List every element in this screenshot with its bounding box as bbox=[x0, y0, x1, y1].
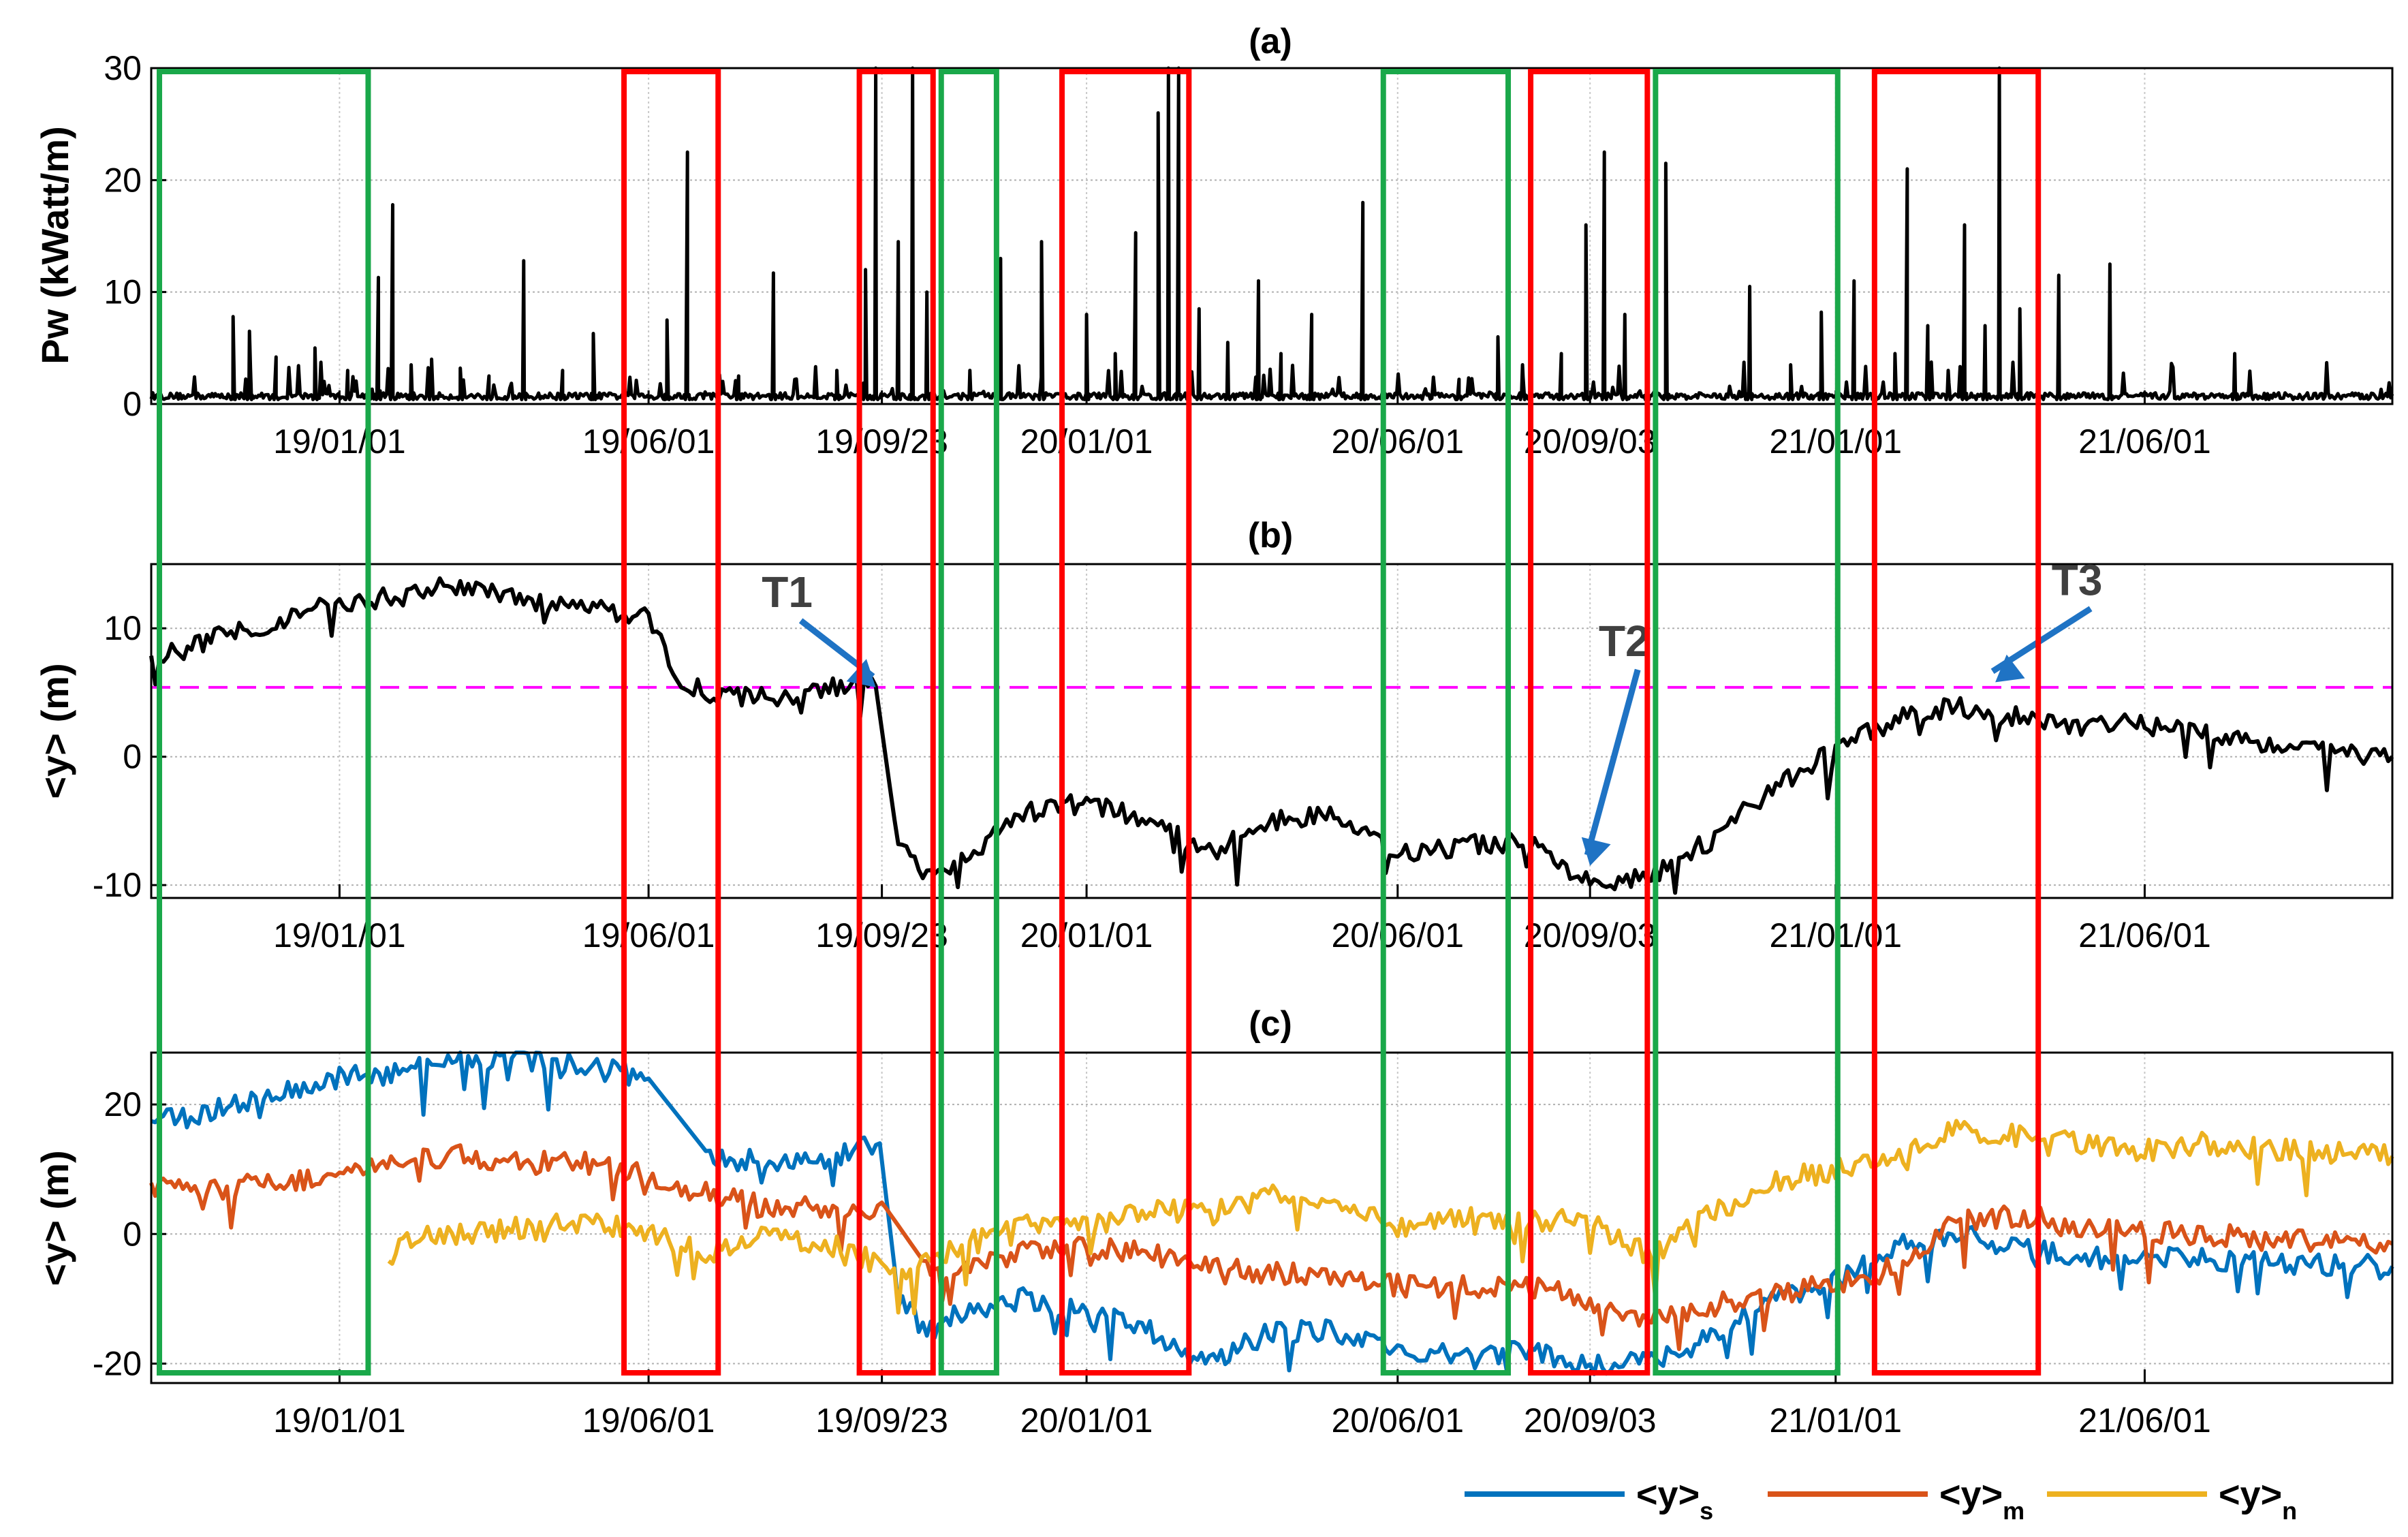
panel-a-title: (a) bbox=[1249, 22, 1292, 61]
xtick-label: 19/06/01 bbox=[582, 916, 715, 954]
xtick-label: 19/06/01 bbox=[582, 1401, 715, 1440]
ytick-label: 10 bbox=[104, 609, 142, 647]
panel-c-series bbox=[149, 1051, 2394, 1376]
highlight-window bbox=[1871, 69, 2042, 1376]
panel-b-series bbox=[149, 576, 2394, 895]
panel-a: (a) Pw (kWatt/m) 0 10 20 30 19/01/01 19/06/0… bbox=[33, 22, 2394, 461]
panel-a-series bbox=[149, 66, 2394, 401]
legend: <y>s <y>m <y>n bbox=[1465, 1474, 2297, 1525]
xtick-label: 20/06/01 bbox=[1331, 422, 1464, 461]
highlight-windows bbox=[157, 69, 2042, 1376]
panel-a-gridlines bbox=[151, 67, 2392, 405]
xtick-label: 19/09/23 bbox=[815, 916, 948, 954]
panel-c-frame bbox=[150, 1051, 2394, 1384]
highlight-window bbox=[1059, 69, 1192, 1376]
xtick-label: 19/09/23 bbox=[815, 1401, 948, 1440]
panel-c-xticks: 19/01/01 19/06/01 19/09/23 20/01/01 20/06/01… bbox=[273, 1369, 2211, 1440]
xtick-label: 19/01/01 bbox=[273, 1401, 406, 1440]
annotation-label: T2 bbox=[1599, 617, 1650, 666]
xtick-label: 20/09/03 bbox=[1524, 422, 1657, 461]
ytick-label: -10 bbox=[93, 866, 142, 904]
xtick-label: 19/01/01 bbox=[273, 916, 406, 954]
series-line-n bbox=[387, 1119, 2394, 1316]
panel-b-frame bbox=[150, 563, 2394, 899]
annotation-arrow bbox=[1584, 668, 1641, 856]
ytick-label: 30 bbox=[104, 49, 142, 87]
panel-b-xticks: 19/01/01 19/06/01 19/09/23 20/01/01 20/06/01… bbox=[273, 884, 2211, 954]
panel-b-title: (b) bbox=[1248, 516, 1293, 555]
panel-c: (c) <y> (m) -20 0 20 19/01/01 19/06/01 19/09… bbox=[33, 1004, 2394, 1440]
xtick-label: 19/01/01 bbox=[273, 422, 406, 461]
xtick-label: 20/01/01 bbox=[1020, 1401, 1153, 1440]
series-line-pw bbox=[149, 66, 2394, 401]
xtick-label: 20/06/01 bbox=[1331, 1401, 1464, 1440]
series-line-y bbox=[149, 576, 2394, 895]
highlight-window bbox=[1653, 69, 1841, 1376]
xtick-label: 21/06/01 bbox=[2078, 422, 2211, 461]
ytick-label: 20 bbox=[104, 1085, 142, 1123]
panel-c-yticks: -20 0 20 bbox=[93, 1085, 166, 1382]
ytick-label: 0 bbox=[123, 1215, 142, 1253]
annotation-label: T1 bbox=[762, 568, 813, 617]
highlight-window bbox=[1380, 69, 1512, 1376]
panel-a-frame bbox=[150, 67, 2394, 405]
ytick-label: 0 bbox=[123, 385, 142, 423]
xtick-label: 21/06/01 bbox=[2078, 916, 2211, 954]
ytick-label: 20 bbox=[104, 161, 142, 199]
xtick-label: 21/01/01 bbox=[1769, 1401, 1902, 1440]
panel-b-ylabel: <y> (m) bbox=[33, 663, 76, 798]
xtick-label: 19/06/01 bbox=[582, 422, 715, 461]
xtick-label: 20/01/01 bbox=[1020, 916, 1153, 954]
legend-subscript-n: n bbox=[2282, 1497, 2297, 1525]
series-line-m bbox=[149, 1143, 2394, 1352]
ytick-label: 10 bbox=[104, 273, 142, 311]
highlight-window bbox=[157, 69, 371, 1376]
legend-label-m: <y>m bbox=[1939, 1474, 2024, 1525]
annotation-label: T3 bbox=[2052, 555, 2103, 604]
panel-a-ylabel: Pw (kWatt/m) bbox=[33, 126, 76, 364]
legend-label-s: <y>s bbox=[1636, 1474, 1713, 1525]
highlight-window bbox=[621, 69, 721, 1376]
xtick-label: 20/09/03 bbox=[1524, 916, 1657, 954]
xtick-label: 19/09/23 bbox=[815, 422, 948, 461]
ytick-label: -20 bbox=[93, 1344, 142, 1382]
panel-c-title: (c) bbox=[1249, 1004, 1292, 1044]
panel-b-gridlines bbox=[151, 564, 2392, 898]
highlight-window bbox=[1528, 69, 1651, 1376]
xtick-label: 20/06/01 bbox=[1331, 916, 1464, 954]
xtick-label: 20/09/03 bbox=[1524, 1401, 1657, 1440]
annotation-arrowhead bbox=[1581, 837, 1611, 866]
xtick-label: 20/01/01 bbox=[1020, 422, 1153, 461]
panel-b-yticks: -10 0 10 bbox=[93, 609, 166, 904]
highlight-window bbox=[856, 69, 936, 1376]
highlight-window bbox=[938, 69, 999, 1376]
xtick-label: 21/06/01 bbox=[2078, 1401, 2211, 1440]
ytick-label: 0 bbox=[123, 738, 142, 776]
legend-subscript-m: m bbox=[2003, 1497, 2024, 1525]
panel-a-yticks: 0 10 20 30 bbox=[104, 49, 166, 423]
panel-c-ylabel: <y> (m) bbox=[33, 1150, 76, 1286]
annotation-arrowhead bbox=[1995, 654, 2025, 683]
series-line-s bbox=[151, 1051, 2394, 1376]
legend-subscript-s: s bbox=[1700, 1497, 1713, 1525]
panel-c-gridlines bbox=[151, 1053, 2392, 1383]
legend-label-n: <y>n bbox=[2219, 1474, 2297, 1525]
